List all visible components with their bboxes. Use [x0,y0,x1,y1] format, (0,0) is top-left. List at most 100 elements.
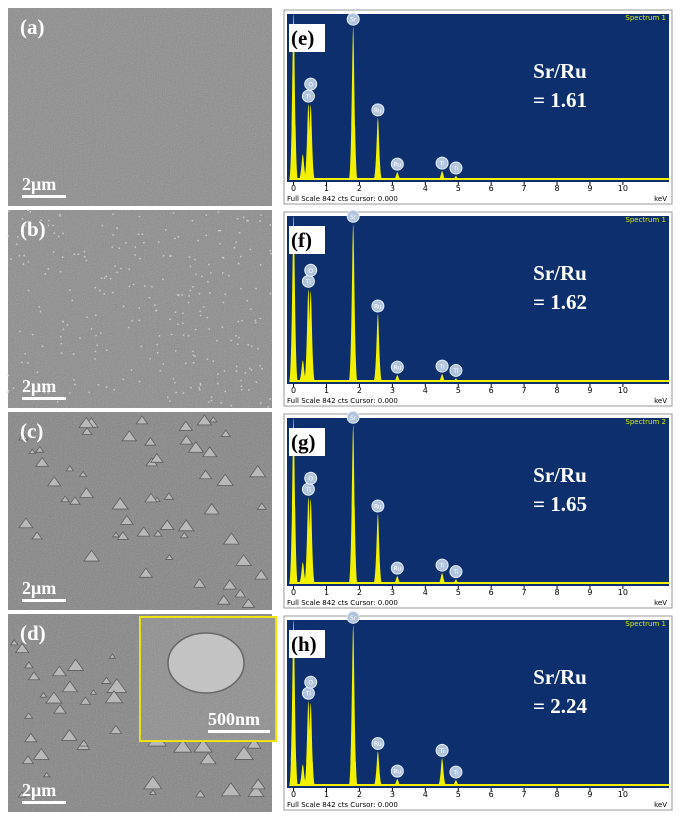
grain [169,318,171,321]
peak-label: O [308,82,313,89]
grain [169,254,172,257]
grain [250,778,266,790]
ratio-title: Sr/Ru [533,463,587,487]
grain [182,392,185,394]
peak-label: Ti [452,166,458,173]
panel-label: (g) [291,430,316,454]
peak-marker [371,103,385,117]
ratio-title: Sr/Ru [533,261,587,285]
grain [174,381,176,384]
grain [177,235,180,238]
baseline [293,784,669,786]
grain [177,519,195,532]
x-tick-label: 8 [554,790,559,799]
grain [111,246,114,249]
grain [220,429,232,437]
grain [113,388,116,391]
grain [257,347,259,350]
grain [208,328,211,330]
grain [239,255,242,258]
grain [65,464,75,472]
grain [134,253,136,256]
grain [223,370,226,372]
grain [83,255,86,258]
grain [255,287,257,290]
x-tick-label: 6 [489,184,494,193]
grain [47,268,50,270]
grain [53,232,56,235]
grain [138,319,141,322]
grain [59,270,62,273]
grain [36,371,39,374]
grain [122,305,125,308]
grain [59,335,62,338]
grain [270,252,272,255]
grain [60,342,63,345]
x-tick-label: 5 [456,386,461,395]
grain [99,332,102,334]
grain [199,314,202,317]
grain [78,487,95,498]
grain [249,248,252,251]
peak-label: Ru [393,162,401,169]
grain [194,355,196,358]
grain [216,382,219,385]
grain [203,503,220,515]
x-tick-label: 1 [324,184,329,193]
scale-bar [22,397,66,400]
grain [7,391,9,394]
grain [250,345,253,348]
grain [68,392,71,394]
peak [451,378,461,382]
peak-label: Ti [439,748,445,755]
grain [194,789,206,798]
scale-bar [22,801,66,804]
x-tick-label: 3 [390,386,395,395]
grain [9,258,12,261]
grain [119,514,134,525]
grain [228,274,230,277]
grain [235,365,238,368]
ratio-value: = 2.24 [533,694,587,718]
grain [217,229,220,232]
grain [241,598,256,608]
peak-marker [304,675,318,689]
grain [187,441,205,453]
grain [47,219,50,222]
grain [39,310,42,313]
grain [143,241,145,244]
peak-marker [346,209,360,223]
grain [106,678,128,693]
grain [259,220,261,223]
grain [77,253,80,256]
grain [135,415,149,425]
grain [94,350,97,353]
grain [105,275,108,278]
label-box [289,428,325,456]
x-tick-label: 0 [291,790,296,799]
grain [248,464,267,478]
grain [98,289,101,292]
grain [190,386,192,389]
grain [234,745,255,760]
grain [199,388,201,391]
grain [205,234,208,237]
grain [61,729,78,741]
grain [69,289,71,292]
grain [192,285,194,288]
inset-grain [167,632,245,694]
grain [238,232,241,234]
panel-label: (d) [20,621,46,645]
peak [298,562,308,584]
grain [137,233,140,236]
grain [71,299,74,302]
grain [156,343,159,346]
x-tick-label: 8 [554,386,559,395]
grain [27,289,30,292]
grain [144,436,157,446]
grain [62,328,65,331]
grain [174,349,177,352]
grain [52,251,55,253]
grain [35,446,45,453]
